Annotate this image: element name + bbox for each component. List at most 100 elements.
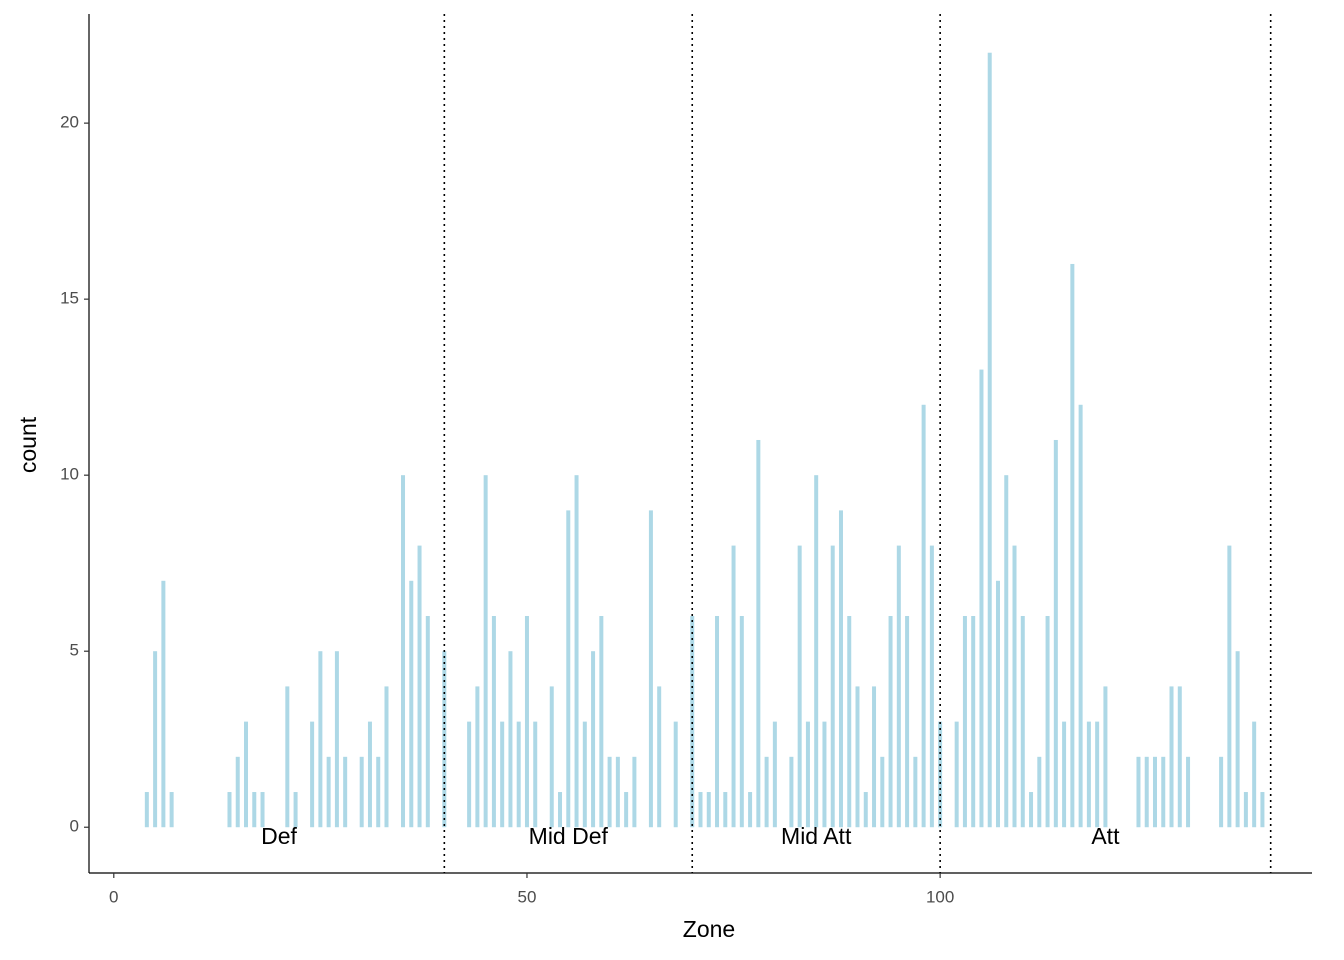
bar [723,792,728,828]
bar [1095,721,1100,828]
bar [1169,686,1174,828]
zone-label: Att [1091,823,1120,849]
bar [822,721,827,828]
bar [425,616,430,828]
bar [847,616,852,828]
bar [153,651,158,828]
bar [574,475,579,828]
bar [1260,792,1265,828]
bar [896,545,901,828]
bar [244,721,249,828]
x-tick-label: 0 [109,887,118,906]
bar [1037,756,1042,828]
bar [549,686,554,828]
bar [648,510,653,828]
x-tick-label: 50 [518,887,537,906]
bar [310,721,315,828]
bar [1029,792,1034,828]
y-tick-label: 20 [60,113,79,132]
y-tick-label: 5 [70,641,79,660]
bar [1186,756,1191,828]
bar [987,52,992,828]
bar [1161,756,1166,828]
bar [491,616,496,828]
bar [508,651,513,828]
bar [1152,756,1157,828]
bar [483,475,488,828]
bar [326,756,331,828]
bar [1136,756,1141,828]
bar [227,792,232,828]
bar [938,721,943,828]
bar [467,721,472,828]
bar [401,475,406,828]
bar [607,756,612,828]
bar [582,721,587,828]
bar [971,616,976,828]
bar [1070,263,1075,828]
bar [1103,686,1108,828]
bar [343,756,348,828]
bar [235,756,240,828]
y-axis-title: count [15,416,41,473]
bar [1144,756,1149,828]
bar [698,792,703,828]
bar [144,792,149,828]
bar [1062,721,1067,828]
bar [748,792,753,828]
bar [772,721,777,828]
bar [731,545,736,828]
bar [880,756,885,828]
bar [599,616,604,828]
bar [1235,651,1240,828]
bar [1004,475,1009,828]
x-tick-label: 100 [926,887,954,906]
bar [739,616,744,828]
bar [706,792,711,828]
bar [756,439,761,828]
bar [921,404,926,828]
bar [1020,616,1025,828]
bar [690,616,695,828]
bar [1227,545,1232,828]
bar [764,756,769,828]
bar [500,721,505,828]
y-tick-label: 0 [70,817,79,836]
bar [252,792,257,828]
bar [169,792,174,828]
bar [838,510,843,828]
bar [475,686,480,828]
bar [285,686,290,828]
bar [409,580,414,828]
zone-label: Mid Att [781,823,852,849]
bar [979,369,984,828]
bar [367,721,372,828]
bar [442,651,447,828]
bar [789,756,794,828]
y-tick-label: 10 [60,465,79,484]
bar [913,756,918,828]
bar [1045,616,1050,828]
bar [805,721,810,828]
x-axis-title: Zone [683,916,735,942]
bar [334,651,339,828]
bar [591,651,596,828]
bar [558,792,563,828]
bar [260,792,265,828]
y-tick-label: 15 [60,289,79,308]
zone-label: Def [261,823,297,849]
zone-label: Mid Def [529,823,609,849]
bar [872,686,877,828]
bar [1219,756,1224,828]
bar [417,545,422,828]
bar [1243,792,1248,828]
bar [1012,545,1017,828]
bar [1053,439,1058,828]
bar [863,792,868,828]
bar [359,756,364,828]
bar [715,616,720,828]
bar [533,721,538,828]
bar [954,721,959,828]
bar [814,475,819,828]
